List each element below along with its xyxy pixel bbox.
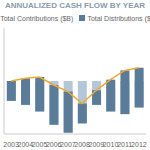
html-text:ANNUALIZED CASH FLOW BY YEAR: ANNUALIZED CASH FLOW BY YEAR	[4, 1, 146, 10]
html-text:2006 2007 2008 2009: 2006 2007 2008 2009	[45, 141, 105, 148]
svg-text:2011: 2011	[117, 141, 132, 148]
svg-text:2010: 2010	[103, 141, 119, 148]
svg-text:2005: 2005	[31, 141, 48, 148]
svg-text:2012: 2012	[131, 141, 142, 148]
html-text:Total Contributions ($B): Total Contributions ($B)	[0, 14, 74, 22]
svg-text:2004: 2004	[17, 141, 34, 148]
